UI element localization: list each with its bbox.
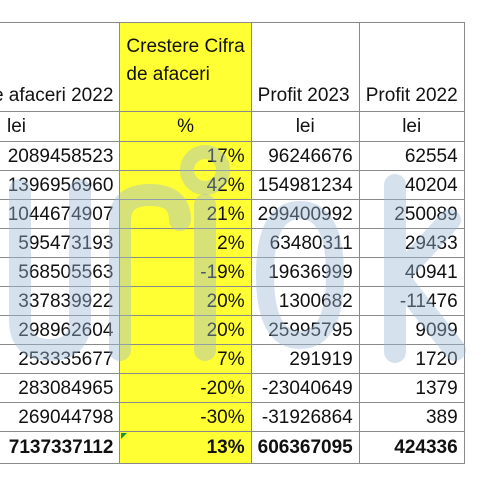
growth-cell[interactable]: 17%: [119, 141, 252, 171]
growth-cell[interactable]: -20%: [119, 373, 252, 403]
growth-cell[interactable]: 21%: [119, 199, 252, 229]
total-turnover-2022[interactable]: 7137337112: [0, 431, 121, 464]
profit-2023-cell[interactable]: 154981234: [250, 170, 360, 200]
profit-2022-cell[interactable]: 9099: [358, 315, 465, 345]
table-row: 568505563 -19% 19636999 40941: [0, 257, 465, 287]
profit-2023-cell[interactable]: 19636999: [250, 257, 360, 287]
turnover-2022-cell[interactable]: 595473193: [0, 228, 121, 258]
top-band: [0, 0, 500, 22]
profit-2022-cell[interactable]: 29433: [358, 228, 465, 258]
profit-2023-cell[interactable]: 291919: [250, 344, 360, 374]
growth-cell[interactable]: 2%: [119, 228, 252, 258]
turnover-2022-cell[interactable]: 283084965: [0, 373, 121, 403]
turnover-2022-header[interactable]: Cifra de afaceri 2022: [0, 22, 121, 112]
profit-2023-cell[interactable]: -31926864: [250, 402, 360, 432]
growth-cell[interactable]: 7%: [119, 344, 252, 374]
table-row: 337839922 20% 1300682 -11476: [0, 286, 465, 316]
header-row: Cifra de afaceri 2022 Crestere Cifra de …: [0, 22, 465, 112]
total-growth-value: 13%: [206, 437, 245, 458]
cell-marker-icon: [121, 433, 128, 439]
unit-turnover-2022[interactable]: lei: [0, 111, 121, 142]
turnover-2022-cell[interactable]: 337839922: [0, 286, 121, 316]
turnover-2022-cell[interactable]: 2089458523: [0, 141, 121, 171]
profit-2022-cell[interactable]: 62554: [358, 141, 465, 171]
total-growth[interactable]: 13%: [119, 431, 252, 464]
profit-2022-cell[interactable]: 1379: [358, 373, 465, 403]
table-row: 269044798 -30% -31926864 389: [0, 402, 465, 432]
turnover-2022-cell[interactable]: 1396956960: [0, 170, 121, 200]
unit-profit-2023[interactable]: lei: [250, 111, 360, 142]
profit-2023-cell[interactable]: 1300682: [250, 286, 360, 316]
table-row: 253335677 7% 291919 1720: [0, 344, 465, 374]
profit-2023-cell[interactable]: 96246676: [250, 141, 360, 171]
growth-cell[interactable]: -30%: [119, 402, 252, 432]
growth-header-line2: de afaceri: [126, 63, 210, 85]
growth-header-line1: Crestere Cifra: [126, 36, 245, 57]
profit-2023-cell[interactable]: -23040649: [250, 373, 360, 403]
unit-profit-2022[interactable]: lei: [358, 111, 465, 142]
profit-2022-header[interactable]: Profit 2022: [358, 22, 465, 112]
table-row: 298962604 20% 25995795 9099: [0, 315, 465, 345]
table-row: 283084965 -20% -23040649 1379: [0, 373, 465, 403]
table-row: 595473193 2% 63480311 29433: [0, 228, 465, 258]
profit-2023-cell[interactable]: 63480311: [250, 228, 360, 258]
growth-cell[interactable]: 42%: [119, 170, 252, 200]
turnover-2022-cell[interactable]: 568505563: [0, 257, 121, 287]
growth-cell[interactable]: 20%: [119, 286, 252, 316]
growth-cell[interactable]: 20%: [119, 315, 252, 345]
table-row: 1044674907 21% 299400992 250089: [0, 199, 465, 229]
total-row: 7137337112 13% 606367095 424336: [0, 431, 465, 464]
table-row: 2089458523 17% 96246676 62554: [0, 141, 465, 171]
total-profit-2022[interactable]: 424336: [358, 431, 465, 464]
profit-2022-cell[interactable]: 1720: [358, 344, 465, 374]
profit-2022-cell[interactable]: 389: [358, 402, 465, 432]
unit-growth[interactable]: %: [119, 111, 252, 142]
profit-2023-cell[interactable]: 299400992: [250, 199, 360, 229]
growth-cell[interactable]: -19%: [119, 257, 252, 287]
table-row: 1396956960 42% 154981234 40204: [0, 170, 465, 200]
growth-header[interactable]: Crestere Cifra de afaceri: [119, 22, 252, 112]
profit-2022-cell[interactable]: 40204: [358, 170, 465, 200]
units-row: lei % lei lei: [0, 111, 465, 142]
turnover-2022-cell[interactable]: 298962604: [0, 315, 121, 345]
profit-2022-cell[interactable]: -11476: [358, 286, 465, 316]
turnover-2022-cell[interactable]: 253335677: [0, 344, 121, 374]
turnover-2022-cell[interactable]: 1044674907: [0, 199, 121, 229]
total-profit-2023[interactable]: 606367095: [250, 431, 360, 464]
profit-2023-cell[interactable]: 25995795: [250, 315, 360, 345]
financial-table: Cifra de afaceri 2022 Crestere Cifra de …: [0, 22, 465, 464]
profit-2023-header[interactable]: Profit 2023: [250, 22, 360, 112]
turnover-2022-cell[interactable]: 269044798: [0, 402, 121, 432]
profit-2022-cell[interactable]: 250089: [358, 199, 465, 229]
profit-2022-cell[interactable]: 40941: [358, 257, 465, 287]
